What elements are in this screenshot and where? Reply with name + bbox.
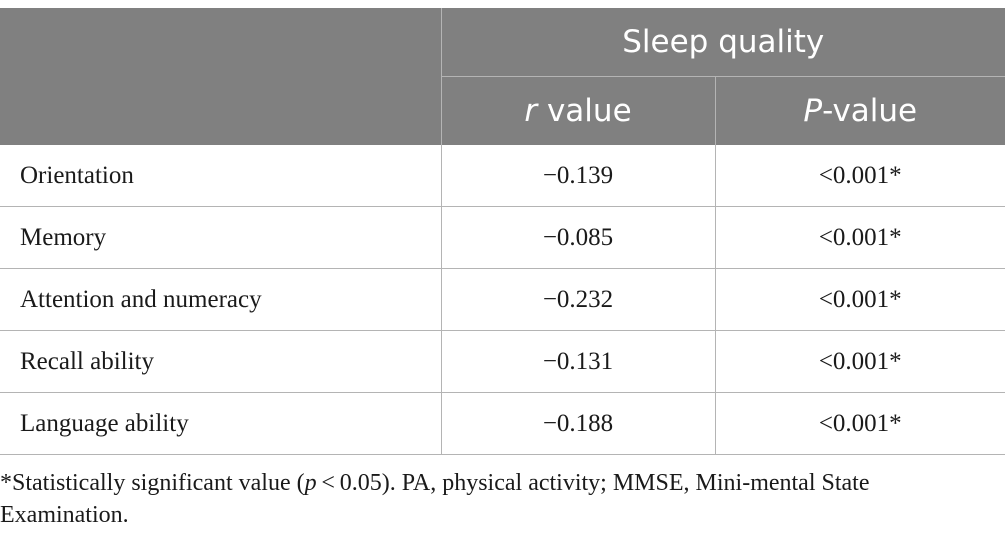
table-header: Sleep quality r value P-value xyxy=(0,8,1005,145)
row-r-value: −0.139 xyxy=(441,145,716,207)
row-p-value: <0.001* xyxy=(715,268,1005,331)
table-body: Orientation −0.139 <0.001* Memory −0.085… xyxy=(0,145,1005,455)
footnote-before: *Statistically significant value ( xyxy=(0,470,305,496)
header-blank-cell xyxy=(0,8,442,145)
row-label: Memory xyxy=(0,206,442,269)
table-row: Language ability −0.188 <0.001* xyxy=(0,392,1005,455)
row-r-value: −0.188 xyxy=(441,392,716,455)
header-r-italic: r xyxy=(524,93,538,129)
results-table-container: Sleep quality r value P-value Orientatio… xyxy=(0,8,1005,455)
table-row: Attention and numeracy −0.232 <0.001* xyxy=(0,268,1005,331)
row-p-value: <0.001* xyxy=(715,392,1005,455)
row-r-value: −0.085 xyxy=(441,206,716,269)
header-p-italic: P xyxy=(803,93,823,129)
row-r-value: −0.232 xyxy=(441,268,716,331)
correlation-table: Sleep quality r value P-value Orientatio… xyxy=(0,8,1005,455)
header-p-rest: -value xyxy=(822,93,918,129)
footnote-italic-p: p xyxy=(304,470,317,496)
row-label: Recall ability xyxy=(0,330,442,393)
row-label: Language ability xyxy=(0,392,442,455)
row-p-value: <0.001* xyxy=(715,145,1005,207)
header-p-value: P-value xyxy=(715,76,1005,145)
header-r-value: r value xyxy=(441,76,716,145)
header-r-rest: value xyxy=(537,93,632,129)
row-r-value: −0.131 xyxy=(441,330,716,393)
row-label: Attention and numeracy xyxy=(0,268,442,331)
table-row: Recall ability −0.131 <0.001* xyxy=(0,330,1005,393)
row-p-value: <0.001* xyxy=(715,330,1005,393)
header-group-sleep-quality: Sleep quality xyxy=(441,8,1005,77)
row-label: Orientation xyxy=(0,145,442,207)
footnote-after: < 0.05). PA, physical activity; MMSE, Mi… xyxy=(0,470,870,528)
table-row: Orientation −0.139 <0.001* xyxy=(0,145,1005,207)
table-footnote: *Statistically significant value (p < 0.… xyxy=(0,467,990,531)
row-p-value: <0.001* xyxy=(715,206,1005,269)
table-row: Memory −0.085 <0.001* xyxy=(0,206,1005,269)
